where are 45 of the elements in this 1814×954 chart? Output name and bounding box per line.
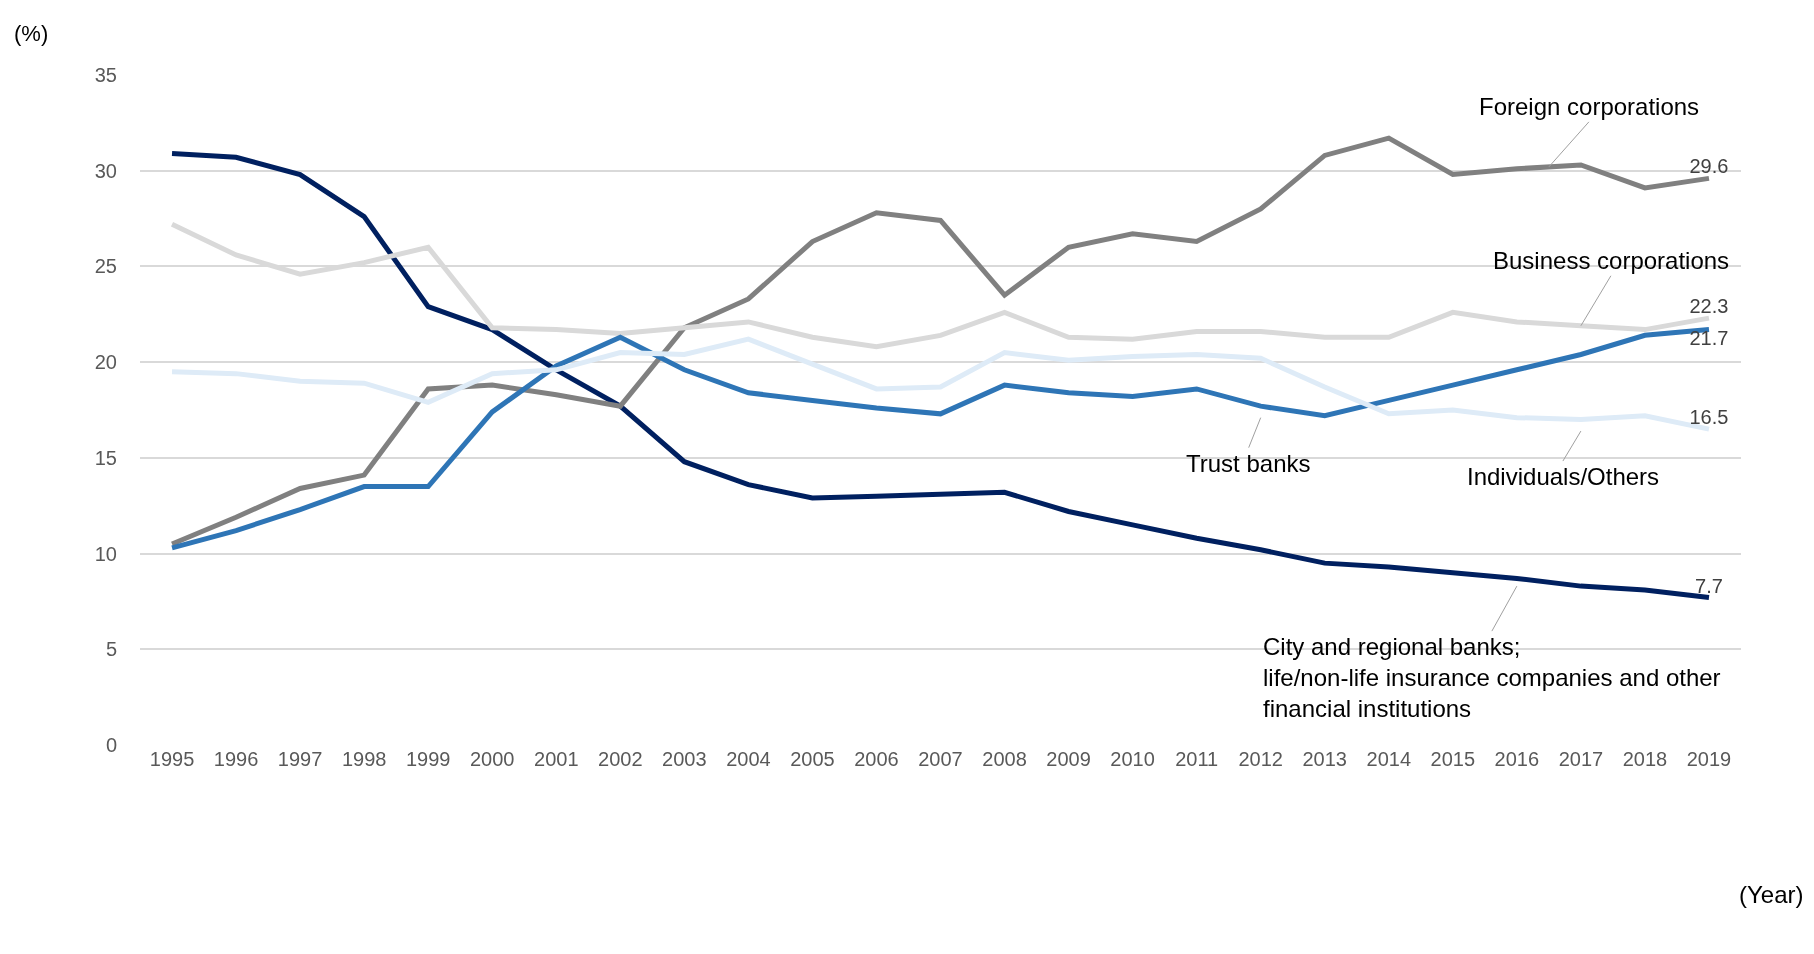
y-tick-label: 25 xyxy=(94,255,117,278)
x-tick-label: 2000 xyxy=(469,748,515,770)
x-tick-label: 2013 xyxy=(1302,748,1347,770)
x-tick-label: 2018 xyxy=(1622,748,1668,770)
x-tick-label: 2001 xyxy=(534,748,579,770)
x-tick-label: 1996 xyxy=(213,748,259,770)
x-tick-label: 2003 xyxy=(662,748,707,770)
y-tick-label: 15 xyxy=(94,446,117,469)
x-tick-label: 2008 xyxy=(982,748,1027,770)
x-tick-label: 2014 xyxy=(1366,748,1412,770)
series-label: Trust banks xyxy=(1186,450,1311,477)
x-tick-label: 1998 xyxy=(341,748,387,770)
y-tick-label: 0 xyxy=(105,734,117,756)
x-tick-label: 2012 xyxy=(1238,748,1283,770)
data-label: 22.3 xyxy=(1689,295,1729,318)
data-label: 29.6 xyxy=(1689,155,1729,178)
y-tick-label: 10 xyxy=(94,542,117,565)
x-tick-label: 2004 xyxy=(726,748,771,770)
data-label: 16.5 xyxy=(1689,406,1729,429)
x-tick-label: 2005 xyxy=(790,748,835,770)
text: Foreign corporations xyxy=(1479,93,1700,120)
data-label: 7.7 xyxy=(1695,574,1723,597)
y-tick-label: 5 xyxy=(105,638,117,661)
x-tick-label: 2011 xyxy=(1175,748,1219,770)
x-tick-label: 2015 xyxy=(1430,748,1476,770)
x-tick-label: 2017 xyxy=(1558,748,1604,770)
series-label: Individuals/Others xyxy=(1467,463,1660,490)
x-tick-label: 2009 xyxy=(1046,748,1091,770)
y-tick-label: 20 xyxy=(94,351,117,374)
x-tick-label: 1997 xyxy=(277,748,323,770)
x-axis-title: (Year) xyxy=(1739,881,1804,908)
series-label: City and regional banks; life/non-life insurance companies and other financial institutions xyxy=(1263,633,1721,723)
x-tick-label: 2010 xyxy=(1110,748,1155,770)
x-tick-label: 2016 xyxy=(1494,748,1540,770)
x-tick-label: 1995 xyxy=(149,748,195,770)
x-tick-label: 2019 xyxy=(1686,748,1732,770)
series-label: Business corporations xyxy=(1493,247,1730,274)
x-tick-label: 2002 xyxy=(598,748,643,770)
x-tick-label: 2007 xyxy=(918,748,963,770)
y-tick-label: 30 xyxy=(94,159,117,182)
x-tick-label: 2006 xyxy=(854,748,899,770)
x-tick-label: 1999 xyxy=(405,748,451,770)
y-axis-title: (%) xyxy=(14,21,49,46)
y-tick-label: 35 xyxy=(94,64,117,86)
data-label: 21.7 xyxy=(1689,326,1729,349)
